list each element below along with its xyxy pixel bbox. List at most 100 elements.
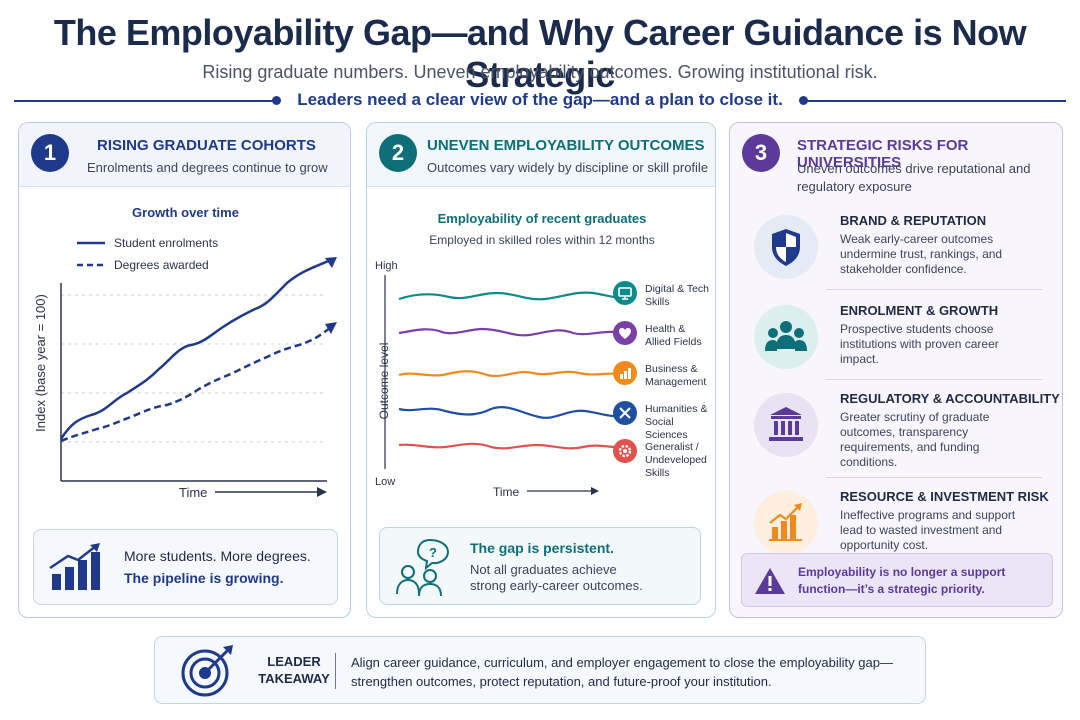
panel-strategic-risks: 3 STRATEGIC RISKS FOR UNIVERSITIES Uneve… xyxy=(729,122,1063,618)
page-subtitle: Rising graduate numbers. Uneven employab… xyxy=(202,62,878,82)
growth-chart: Student enrolments Degrees awarded Index… xyxy=(33,236,337,500)
series-generalist xyxy=(398,442,630,450)
category-line: Business & xyxy=(645,363,698,375)
category-label-digital: Digital & Tech Skills xyxy=(645,283,709,309)
panel-header: 3 STRATEGIC RISKS FOR UNIVERSITIES Uneve… xyxy=(730,123,1062,194)
category-line: Generalist / xyxy=(645,441,699,453)
y-low-label: Low xyxy=(375,476,395,488)
category-line: Social Sciences xyxy=(645,416,688,441)
category-line: Skills xyxy=(645,296,670,308)
category-line: Undeveloped xyxy=(645,454,707,466)
time-arrowhead xyxy=(317,487,327,497)
category-label-business: Business & Management xyxy=(645,363,706,389)
lead-dot-right xyxy=(799,96,808,105)
lead-line-left xyxy=(14,100,276,102)
risk-text: Greater scrutiny of graduate outcomes, t… xyxy=(840,410,990,469)
bar-mark xyxy=(78,560,87,590)
card-line-2: The pipeline is growing. xyxy=(124,570,284,586)
y-axis-label: Outcome level xyxy=(377,343,391,420)
panel-title: RISING GRADUATE COHORTS xyxy=(97,137,316,154)
x-axis-label: Time xyxy=(493,485,520,499)
summary-card: ? The gap is persistent. Not all graduat… xyxy=(379,527,701,605)
monitor-icon xyxy=(613,281,637,305)
panel-header: 1 RISING GRADUATE COHORTS Enrolments and… xyxy=(19,123,350,187)
risk-item-regulatory: REGULATORY & ACCOUNTABILITY Greater scru… xyxy=(730,385,1062,473)
series-digital-tech xyxy=(398,291,630,301)
gear-icon xyxy=(613,439,637,463)
x-axis-label: Time xyxy=(179,485,207,500)
series-degrees-arrowhead xyxy=(325,322,337,334)
heart-icon xyxy=(613,321,637,345)
outcomes-chart: High Low Outcome level Time xyxy=(375,260,630,499)
panel-title: UNEVEN EMPLOYABILITY OUTCOMES xyxy=(427,137,705,154)
bar-chart-icon xyxy=(613,361,637,385)
risk-item-brand: BRAND & REPUTATION Weak early-career out… xyxy=(730,207,1062,295)
warning-icon xyxy=(755,568,785,594)
bar-mark xyxy=(52,574,61,590)
institution-icon xyxy=(754,393,818,457)
risk-title: ENROLMENT & GROWTH xyxy=(840,303,999,318)
category-label-health: Health & Allied Fields xyxy=(645,323,702,349)
panel-number: 1 xyxy=(31,134,69,172)
panel-title: STRATEGIC RISKS FOR UNIVERSITIES xyxy=(797,137,969,171)
lead-banner: Leaders need a clear view of the gap—and… xyxy=(14,88,1066,114)
divider xyxy=(826,289,1042,290)
panel-number: 3 xyxy=(742,134,780,172)
panel-subtitle: Uneven outcomes drive reputational and r… xyxy=(797,161,1031,194)
leader-takeaway: LEADER TAKEAWAY Align career guidance, c… xyxy=(154,636,926,704)
risk-item-enrolment: ENROLMENT & GROWTH Prospective students … xyxy=(730,297,1062,385)
lead-text: Leaders need a clear view of the gap—and… xyxy=(297,90,783,109)
panel-uneven-outcomes: 2 UNEVEN EMPLOYABILITY OUTCOMES Outcomes… xyxy=(366,122,716,618)
chart-title: Growth over time xyxy=(132,205,239,220)
people-icon xyxy=(754,305,818,369)
panel-number: 2 xyxy=(379,134,417,172)
panel-subtitle: Enrolments and degrees continue to grow xyxy=(87,160,328,175)
divider xyxy=(826,477,1042,478)
card-line-1: More students. More degrees. xyxy=(124,548,311,564)
target-icon xyxy=(181,645,233,697)
chart-subtitle: Employed in skilled roles within 12 mont… xyxy=(429,233,655,247)
risk-title: REGULATORY & ACCOUNTABILITY xyxy=(840,391,1060,406)
category-line: Allied Fields xyxy=(645,336,702,348)
panel-subtitle: Outcomes vary widely by discipline or sk… xyxy=(427,160,709,175)
growth-bars-icon xyxy=(49,543,100,590)
category-line: Health & xyxy=(645,323,686,335)
series-health xyxy=(398,327,630,337)
y-axis-label: Index (base year = 100) xyxy=(33,294,48,432)
bar-mark xyxy=(65,567,74,590)
page-title: The Employability Gap—and Why Career Gui… xyxy=(53,12,1027,95)
summary-card: More students. More degrees. The pipelin… xyxy=(33,529,338,605)
series-enrolments-arrowhead xyxy=(325,257,337,268)
y-high-label: High xyxy=(375,260,398,272)
alert-text: Employability is no longer a support fun… xyxy=(798,565,1006,596)
svg-text:?: ? xyxy=(429,545,437,560)
tools-icon xyxy=(613,401,637,425)
legend-enrolments: Student enrolments xyxy=(114,236,218,250)
footer-label: LEADER TAKEAWAY xyxy=(258,654,330,686)
category-line: Digital & Tech xyxy=(645,283,710,295)
category-label-humanities: Humanities & Social Sciences xyxy=(645,403,715,442)
risk-text: Prospective students choose institutions… xyxy=(840,322,999,366)
priority-alert: Employability is no longer a support fun… xyxy=(741,553,1053,607)
series-business xyxy=(398,370,630,377)
investment-chart-icon xyxy=(754,491,818,555)
discussion-icon: ? xyxy=(396,538,450,597)
series-enrolments xyxy=(59,258,332,440)
footer-text: Align career guidance, curriculum, and e… xyxy=(351,655,893,689)
category-line: Skills xyxy=(645,467,670,479)
panel-header: 2 UNEVEN EMPLOYABILITY OUTCOMES Outcomes… xyxy=(367,123,715,187)
divider xyxy=(826,379,1042,380)
shield-icon xyxy=(754,215,818,279)
time-arrowhead xyxy=(591,487,599,495)
footer-divider xyxy=(335,653,336,689)
category-line: Management xyxy=(645,376,707,388)
series-humanities xyxy=(398,406,630,419)
card-line-1: The gap is persistent. xyxy=(470,540,614,556)
legend-degrees: Degrees awarded xyxy=(114,258,209,272)
category-label-generalist: Generalist / Undeveloped Skills xyxy=(645,441,707,480)
series-degrees xyxy=(60,326,332,443)
growth-arrowhead xyxy=(90,543,100,552)
card-line-2b: strong early-career outcomes. xyxy=(470,578,643,593)
lead-line-right xyxy=(804,100,1066,102)
card-line-2a: Not all graduates achieve xyxy=(470,562,617,577)
